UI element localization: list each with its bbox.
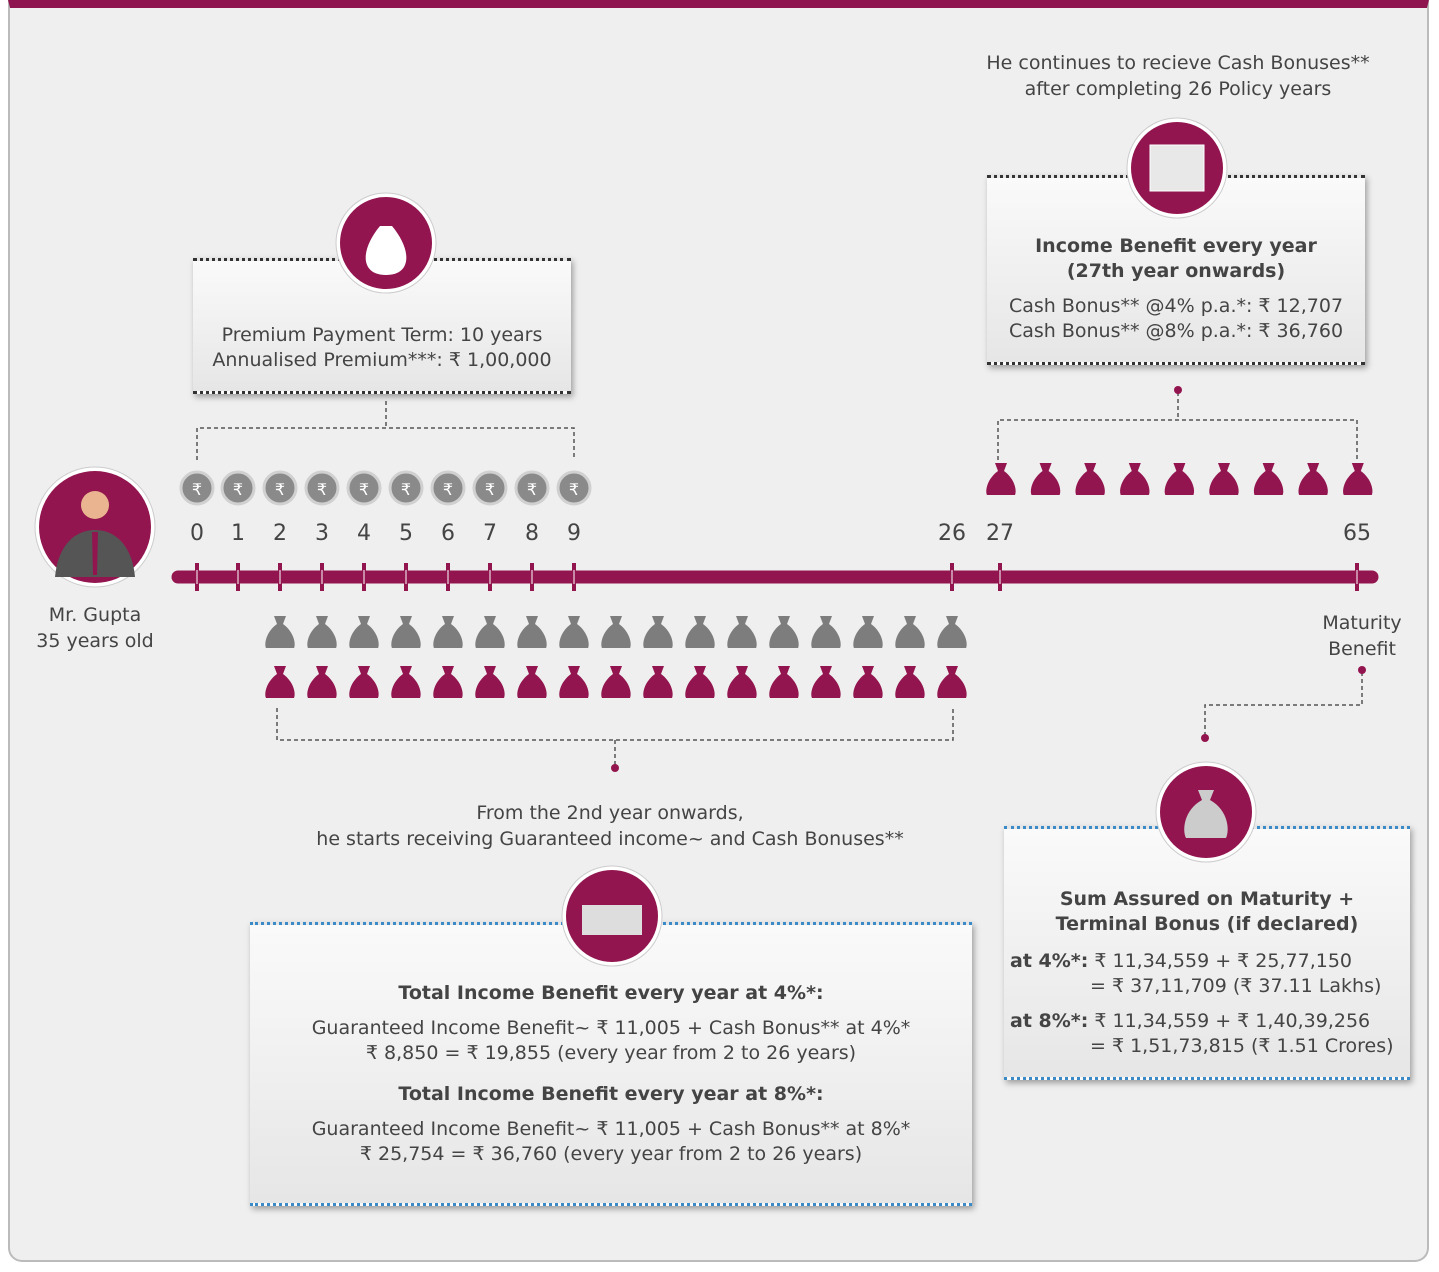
person-tie — [92, 532, 98, 575]
money-bag — [1254, 463, 1283, 495]
connector — [1205, 672, 1362, 736]
money-bag — [685, 616, 714, 648]
money-bag — [685, 666, 714, 698]
money-bag — [601, 616, 630, 648]
page: Premium Payment Term: 10 years Annualise… — [0, 0, 1439, 1272]
coin-symbol: ₹ — [275, 480, 285, 499]
money-bag — [643, 666, 672, 698]
person-head — [81, 491, 109, 519]
coin-symbol: ₹ — [485, 480, 495, 499]
money-bag — [769, 616, 798, 648]
money-bag — [1165, 463, 1194, 495]
money-bag — [475, 666, 504, 698]
money-bag — [895, 616, 924, 648]
tick-label: 26 — [938, 521, 966, 546]
money-bag — [433, 616, 462, 648]
money-bag — [811, 616, 840, 648]
connector — [998, 392, 1357, 460]
money-bag — [643, 616, 672, 648]
money-bag — [349, 666, 378, 698]
coin-symbol: ₹ — [527, 480, 537, 499]
calendar-icon — [1150, 145, 1204, 191]
money-bag — [265, 666, 294, 698]
tick-label: 9 — [567, 521, 581, 546]
money-bag — [1076, 463, 1105, 495]
connector-dot — [611, 764, 619, 772]
money-bag — [1209, 463, 1238, 495]
money-bag — [769, 666, 798, 698]
money-bag — [517, 666, 546, 698]
tick-label: 5 — [399, 521, 413, 546]
money-icon — [582, 905, 642, 935]
money-bag — [433, 666, 462, 698]
money-bag — [307, 616, 336, 648]
money-bag — [986, 463, 1015, 495]
tick-label: 0 — [190, 521, 204, 546]
coin-symbol: ₹ — [192, 480, 202, 499]
tick-label: 1 — [231, 521, 245, 546]
tick-label: 2 — [273, 521, 287, 546]
money-bag — [811, 666, 840, 698]
tick-label: 4 — [357, 521, 371, 546]
money-bag — [307, 666, 336, 698]
connector — [277, 708, 953, 766]
coin-symbol: ₹ — [443, 480, 453, 499]
money-bag — [391, 666, 420, 698]
money-bag — [517, 616, 546, 648]
connector-dot — [1201, 734, 1209, 742]
money-bag — [1120, 463, 1149, 495]
money-bag — [727, 666, 756, 698]
connector-dot — [1358, 666, 1366, 674]
tick-label: 8 — [525, 521, 539, 546]
money-bag — [265, 616, 294, 648]
money-bag — [937, 666, 966, 698]
money-bag — [853, 666, 882, 698]
tick-label: 6 — [441, 521, 455, 546]
tick-label: 3 — [315, 521, 329, 546]
money-bag — [937, 616, 966, 648]
money-bag — [559, 616, 588, 648]
tick-label: 27 — [986, 521, 1014, 546]
coin-symbol: ₹ — [401, 480, 411, 499]
money-bag — [349, 616, 378, 648]
connector-dot — [1174, 386, 1182, 394]
money-bag — [895, 666, 924, 698]
money-bag — [559, 666, 588, 698]
coin-symbol: ₹ — [359, 480, 369, 499]
money-bag — [475, 616, 504, 648]
timeline-art: 0 1 2 3 4 5 6 7 8 9 26 27 65 ₹ ₹ ₹ ₹ ₹ ₹ ₹ ₹ ₹ ₹ — [0, 0, 1439, 1272]
coin-symbol: ₹ — [569, 480, 579, 499]
coin-symbol: ₹ — [233, 480, 243, 499]
money-bag — [391, 616, 420, 648]
money-bag — [853, 616, 882, 648]
connector — [197, 401, 574, 460]
money-bag — [601, 666, 630, 698]
money-bag — [1343, 463, 1372, 495]
money-bag — [1299, 463, 1328, 495]
tick-label: 65 — [1343, 521, 1371, 546]
tick-label: 7 — [483, 521, 497, 546]
money-bag — [1031, 463, 1060, 495]
coin-symbol: ₹ — [317, 480, 327, 499]
money-bag — [727, 616, 756, 648]
